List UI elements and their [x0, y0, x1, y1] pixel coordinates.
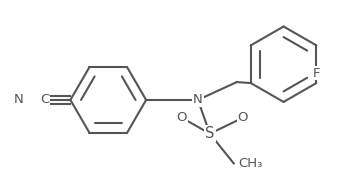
Text: CH₃: CH₃	[238, 157, 262, 170]
Text: F: F	[313, 67, 320, 80]
Text: O: O	[238, 111, 248, 124]
Text: N: N	[14, 93, 24, 106]
Text: C: C	[40, 93, 49, 106]
Text: N: N	[193, 93, 203, 106]
Text: O: O	[177, 111, 187, 124]
Text: S: S	[205, 126, 214, 141]
